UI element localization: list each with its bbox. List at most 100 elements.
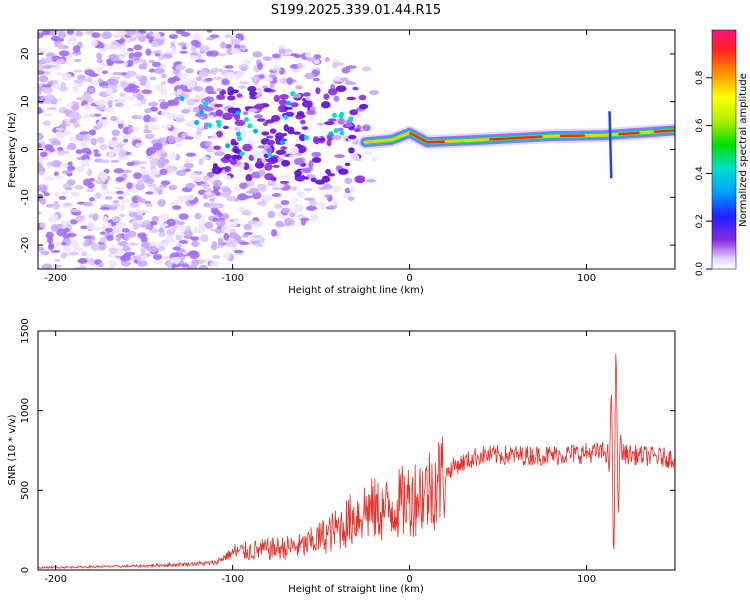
spectrogram-cell bbox=[38, 188, 46, 192]
spectrogram-peak bbox=[286, 100, 292, 106]
spectrogram-cell bbox=[138, 168, 149, 175]
spectrogram-cell bbox=[141, 89, 153, 95]
spectrogram-cell bbox=[72, 85, 79, 93]
spectrogram-cell bbox=[63, 150, 70, 154]
spectrogram-cell bbox=[94, 179, 106, 185]
spectrogram-cell bbox=[159, 101, 169, 110]
spectrogram-cell bbox=[261, 85, 269, 89]
spectrogram-cell bbox=[198, 259, 205, 264]
track-core bbox=[409, 131, 446, 144]
spectrogram-cell bbox=[136, 179, 144, 186]
spectrogram-cell bbox=[279, 93, 289, 100]
spectrogram-cell bbox=[236, 93, 243, 98]
spectrogram-cell bbox=[144, 124, 150, 132]
spectrogram-cell bbox=[225, 65, 234, 69]
spectrogram-cell bbox=[73, 69, 83, 73]
spectrogram-cell bbox=[305, 96, 311, 101]
track-yellow bbox=[363, 128, 675, 144]
spectrogram-cell bbox=[43, 176, 54, 181]
spectrogram-cell bbox=[84, 69, 95, 76]
spectrogram-cell bbox=[85, 188, 95, 192]
spectrogram-cell bbox=[239, 81, 249, 85]
spectrogram-cell bbox=[347, 196, 355, 201]
spectrogram-cell bbox=[133, 44, 143, 51]
spectrogram-cell bbox=[104, 227, 113, 233]
spectrogram-cell bbox=[122, 245, 131, 252]
spectrogram-cell bbox=[72, 45, 81, 53]
spectrogram-peak bbox=[328, 131, 334, 137]
spectrogram-cell bbox=[109, 262, 117, 269]
spectrogram-cell bbox=[185, 152, 196, 157]
spectrogram-cell bbox=[139, 210, 149, 214]
spectrogram-cell bbox=[200, 234, 209, 243]
spectrogram-cell bbox=[267, 139, 276, 145]
spectrogram-cell bbox=[54, 175, 64, 179]
spectrogram-peak bbox=[235, 110, 241, 116]
spectrogram-cell bbox=[315, 179, 325, 185]
spectrogram-cell bbox=[101, 31, 113, 40]
spectrogram-cell bbox=[115, 190, 124, 195]
spectrogram-cell bbox=[52, 62, 61, 71]
spectrogram-cell bbox=[42, 120, 51, 126]
spectrogram-cell bbox=[230, 154, 240, 160]
spectrogram-cell bbox=[105, 87, 113, 95]
spectrogram-cell bbox=[121, 228, 130, 233]
spectrogram-cell bbox=[222, 112, 233, 121]
spectrogram-cell bbox=[247, 220, 259, 225]
spectrogram-cell bbox=[309, 213, 319, 222]
spectrogram-cell bbox=[150, 107, 159, 112]
spectrogram-cell bbox=[172, 69, 181, 76]
spectrogram-cell bbox=[216, 87, 223, 92]
spectrogram-cell bbox=[147, 133, 155, 138]
spectrogram-cell bbox=[256, 118, 266, 122]
spectrogram-cell bbox=[327, 205, 338, 209]
spectrogram-cell bbox=[182, 230, 193, 238]
spectrogram-cell bbox=[75, 96, 84, 101]
spectrogram-cell bbox=[141, 255, 147, 263]
spectrogram-cell bbox=[117, 95, 128, 104]
spectrogram-cell bbox=[101, 85, 109, 89]
spectrogram-cell bbox=[341, 67, 351, 74]
spectrogram-cell bbox=[123, 133, 130, 141]
spectrogram-cell bbox=[66, 102, 74, 107]
spectrogram-cell bbox=[181, 45, 187, 50]
spectrogram-cell bbox=[205, 85, 214, 94]
spectrogram-cell bbox=[361, 66, 372, 72]
spectrogram-cell bbox=[88, 87, 95, 93]
spectrogram-cell bbox=[262, 193, 273, 202]
spectrogram-peak bbox=[203, 101, 209, 107]
spectrogram-ytick-label: -10 bbox=[20, 189, 31, 205]
spectrogram-cell bbox=[283, 217, 293, 226]
spectrogram-cell bbox=[59, 123, 67, 129]
spectrogram-cell bbox=[108, 247, 118, 254]
spectrogram-cell bbox=[44, 94, 54, 102]
spectrogram-cell bbox=[158, 223, 169, 228]
spectrogram-xtick-label: -100 bbox=[221, 273, 244, 284]
spectrogram-cell bbox=[170, 165, 178, 171]
spectrogram-cell bbox=[116, 31, 127, 36]
spectrogram-cell bbox=[66, 232, 77, 238]
spectrogram-cell bbox=[49, 214, 59, 221]
spectrogram-cell bbox=[287, 126, 295, 135]
spectrogram-cell bbox=[97, 243, 107, 251]
spectrogram-cell bbox=[114, 102, 124, 108]
spectrogram-ytick-label: 10 bbox=[20, 95, 31, 108]
spectrogram-cell bbox=[308, 160, 314, 169]
spectrogram-cell bbox=[207, 115, 215, 119]
spectrogram-cell bbox=[126, 161, 135, 167]
spectrogram-cell bbox=[159, 158, 170, 165]
spectrogram-cell bbox=[259, 237, 266, 243]
spectrogram-cell bbox=[125, 70, 137, 77]
spectrogram-cell bbox=[264, 162, 273, 171]
spectrogram-cell bbox=[66, 61, 73, 65]
spectrogram-cell bbox=[64, 186, 73, 191]
spectrogram-cell bbox=[99, 236, 107, 243]
spectrogram-cell bbox=[86, 222, 95, 230]
spectrogram-cell bbox=[79, 140, 88, 149]
spectrogram-cell bbox=[91, 32, 101, 39]
spectrogram-cell bbox=[127, 95, 135, 100]
spectrogram-cell bbox=[157, 188, 163, 196]
spectrogram-cell bbox=[198, 264, 208, 269]
spectrogram-cell bbox=[167, 99, 177, 106]
spectrogram-cell bbox=[227, 95, 236, 101]
